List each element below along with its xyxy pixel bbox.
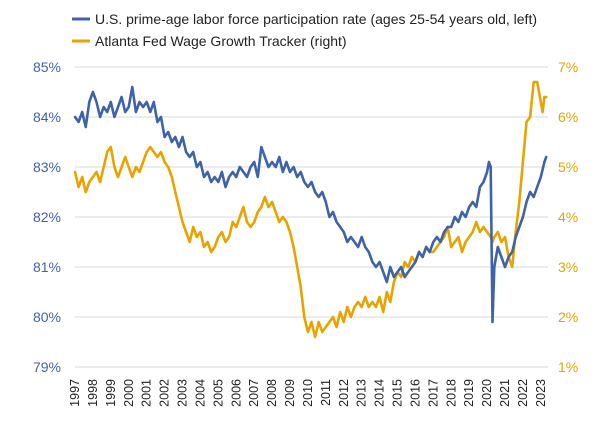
x-tick-label: 1998 (86, 379, 100, 407)
x-tick-label: 2023 (534, 379, 548, 407)
x-tick-label: 2007 (247, 379, 261, 407)
x-tick-label: 2004 (193, 379, 207, 407)
x-tick-label: 2013 (355, 379, 369, 407)
left-tick-label: 80% (33, 309, 61, 325)
x-axis-ticks: 1997 1998 1999 2000 2001 2002 2003 2004 2005 2006… (68, 379, 548, 407)
gridlines (75, 66, 548, 318)
series-line-participation (73, 85, 548, 324)
right-tick-label: 4% (558, 209, 578, 225)
right-tick-label: 3% (558, 259, 578, 275)
x-tick-label: 2020 (480, 379, 494, 407)
left-tick-label: 79% (33, 359, 61, 375)
right-tick-label: 7% (558, 59, 578, 75)
right-tick-label: 1% (558, 359, 578, 375)
x-tick-label: 2018 (444, 379, 458, 407)
x-tick-label: 2016 (408, 379, 422, 407)
x-tick-label: 2008 (265, 379, 279, 407)
x-tick-label: 2009 (283, 379, 297, 407)
right-axis-ticks: 1% 2% 3% 4% 5% 6% 7% (558, 59, 578, 375)
left-axis-ticks: 79% 80% 81% 82% 83% 84% 85% (33, 59, 61, 375)
left-tick-label: 82% (33, 209, 61, 225)
x-tick-label: 2010 (301, 379, 315, 407)
x-tick-label: 2012 (337, 379, 351, 407)
x-tick-label: 1997 (68, 379, 82, 407)
legend-label-participation: U.S. prime-age labor force participation… (95, 11, 537, 27)
left-tick-label: 83% (33, 159, 61, 175)
x-tick-label: 1999 (104, 379, 118, 407)
legend-label-wage-growth: Atlanta Fed Wage Growth Tracker (right) (95, 33, 347, 49)
x-tick-label: 2021 (498, 379, 512, 407)
x-tick-label: 2005 (211, 379, 225, 407)
right-tick-label: 5% (558, 159, 578, 175)
series-line-wage-growth (73, 80, 548, 339)
x-tick-label: 2014 (373, 379, 387, 407)
x-tick-label: 2022 (516, 379, 530, 407)
left-tick-label: 84% (33, 109, 61, 125)
right-tick-label: 6% (558, 109, 578, 125)
left-tick-label: 85% (33, 59, 61, 75)
x-tick-label: 2002 (158, 379, 172, 407)
x-tick-label: 2000 (122, 379, 136, 407)
x-tick-label: 2003 (176, 379, 190, 407)
left-tick-label: 81% (33, 259, 61, 275)
x-tick-label: 2006 (229, 379, 243, 407)
x-tick-label: 2017 (426, 379, 440, 407)
series-lines (73, 80, 548, 339)
x-tick-label: 2015 (391, 379, 405, 407)
legend: U.S. prime-age labor force participation… (72, 11, 537, 49)
right-tick-label: 2% (558, 309, 578, 325)
x-tick-label: 2011 (319, 379, 333, 406)
x-tick-label: 2019 (462, 379, 476, 407)
x-tick-label: 2001 (140, 379, 154, 407)
